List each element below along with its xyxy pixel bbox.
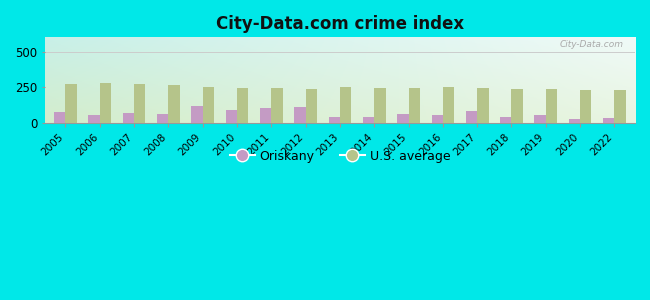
Bar [432,115,443,123]
Bar [466,111,477,123]
Bar [260,108,271,123]
Bar [66,84,77,123]
Bar [443,87,454,123]
Bar [374,88,385,123]
Bar [603,118,614,123]
Bar [477,88,489,123]
Bar [294,107,305,123]
Bar [534,115,546,123]
Bar [157,114,168,123]
Bar [340,87,351,123]
Text: City-Data.com: City-Data.com [559,40,623,49]
Title: City-Data.com crime index: City-Data.com crime index [216,15,464,33]
Legend: Oriskany, U.S. average: Oriskany, U.S. average [225,145,455,168]
Bar [569,119,580,123]
Bar [123,113,134,123]
Bar [271,88,283,123]
Bar [203,87,214,123]
Bar [168,85,179,123]
Bar [237,88,248,123]
Bar [500,117,512,123]
Bar [580,90,592,123]
Bar [614,90,626,123]
Bar [100,83,111,123]
Bar [306,88,317,123]
Bar [512,89,523,123]
Bar [397,114,409,123]
Bar [226,110,237,123]
Bar [363,117,374,123]
Bar [54,112,66,123]
Bar [191,106,203,123]
Bar [134,84,146,123]
Bar [88,115,100,123]
Bar [409,88,420,123]
Bar [329,117,340,123]
Bar [546,89,557,123]
